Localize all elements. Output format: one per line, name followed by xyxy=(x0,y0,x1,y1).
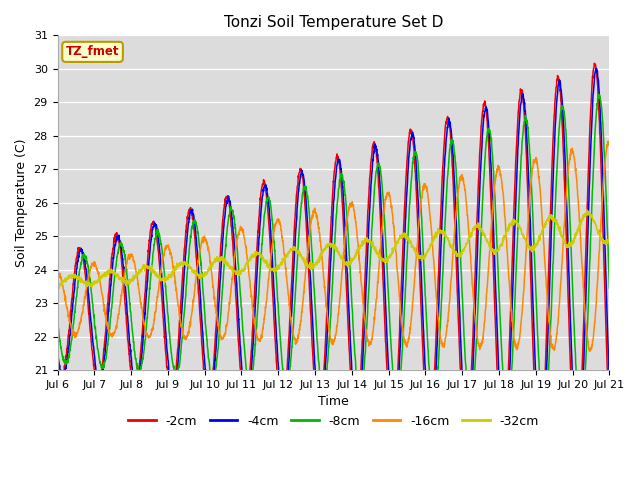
-2cm xyxy=(591,60,598,66)
X-axis label: Time: Time xyxy=(318,395,349,408)
-4cm xyxy=(574,450,582,456)
-16cm xyxy=(604,138,612,144)
-8cm xyxy=(362,349,369,355)
-32cm xyxy=(572,233,580,239)
Line: -16cm: -16cm xyxy=(58,141,609,351)
-16cm xyxy=(362,322,369,328)
-32cm xyxy=(605,233,613,239)
-32cm xyxy=(583,207,591,213)
-8cm xyxy=(54,319,61,325)
-4cm xyxy=(605,380,613,385)
-2cm xyxy=(572,455,580,461)
Text: TZ_fmet: TZ_fmet xyxy=(66,46,119,59)
-4cm xyxy=(349,389,357,395)
-16cm xyxy=(494,167,502,173)
-2cm xyxy=(207,383,215,389)
Line: -8cm: -8cm xyxy=(58,95,609,421)
-2cm xyxy=(572,452,580,458)
-16cm xyxy=(572,171,580,177)
Title: Tonzi Soil Temperature Set D: Tonzi Soil Temperature Set D xyxy=(224,15,443,30)
Y-axis label: Soil Temperature (C): Soil Temperature (C) xyxy=(15,138,28,267)
Line: -4cm: -4cm xyxy=(58,69,609,453)
-8cm xyxy=(557,111,564,117)
-2cm xyxy=(557,93,564,98)
-8cm xyxy=(577,418,584,424)
-8cm xyxy=(572,364,580,370)
-16cm xyxy=(54,269,61,275)
-16cm xyxy=(207,269,215,275)
Line: -2cm: -2cm xyxy=(58,63,609,458)
-2cm xyxy=(349,411,357,417)
-32cm xyxy=(494,248,502,253)
-8cm xyxy=(349,327,357,333)
-4cm xyxy=(54,350,61,356)
-2cm xyxy=(605,418,613,424)
-4cm xyxy=(362,304,369,310)
-8cm xyxy=(605,285,613,291)
-32cm xyxy=(557,229,564,235)
-2cm xyxy=(362,268,369,274)
-16cm xyxy=(557,281,564,287)
-8cm xyxy=(494,260,502,265)
-4cm xyxy=(592,66,600,72)
-32cm xyxy=(349,255,357,261)
-32cm xyxy=(56,286,63,291)
-16cm xyxy=(349,202,357,208)
-4cm xyxy=(494,341,502,347)
-4cm xyxy=(207,391,215,397)
-16cm xyxy=(586,348,593,354)
-2cm xyxy=(54,364,61,370)
Legend: -2cm, -4cm, -8cm, -16cm, -32cm: -2cm, -4cm, -8cm, -16cm, -32cm xyxy=(123,410,544,432)
-8cm xyxy=(207,374,215,380)
-2cm xyxy=(494,383,502,388)
-4cm xyxy=(572,438,580,444)
-8cm xyxy=(595,92,602,97)
-32cm xyxy=(54,286,61,291)
Line: -32cm: -32cm xyxy=(58,210,609,288)
-32cm xyxy=(362,239,369,244)
-32cm xyxy=(208,260,216,265)
-4cm xyxy=(557,84,564,90)
-16cm xyxy=(605,141,613,146)
